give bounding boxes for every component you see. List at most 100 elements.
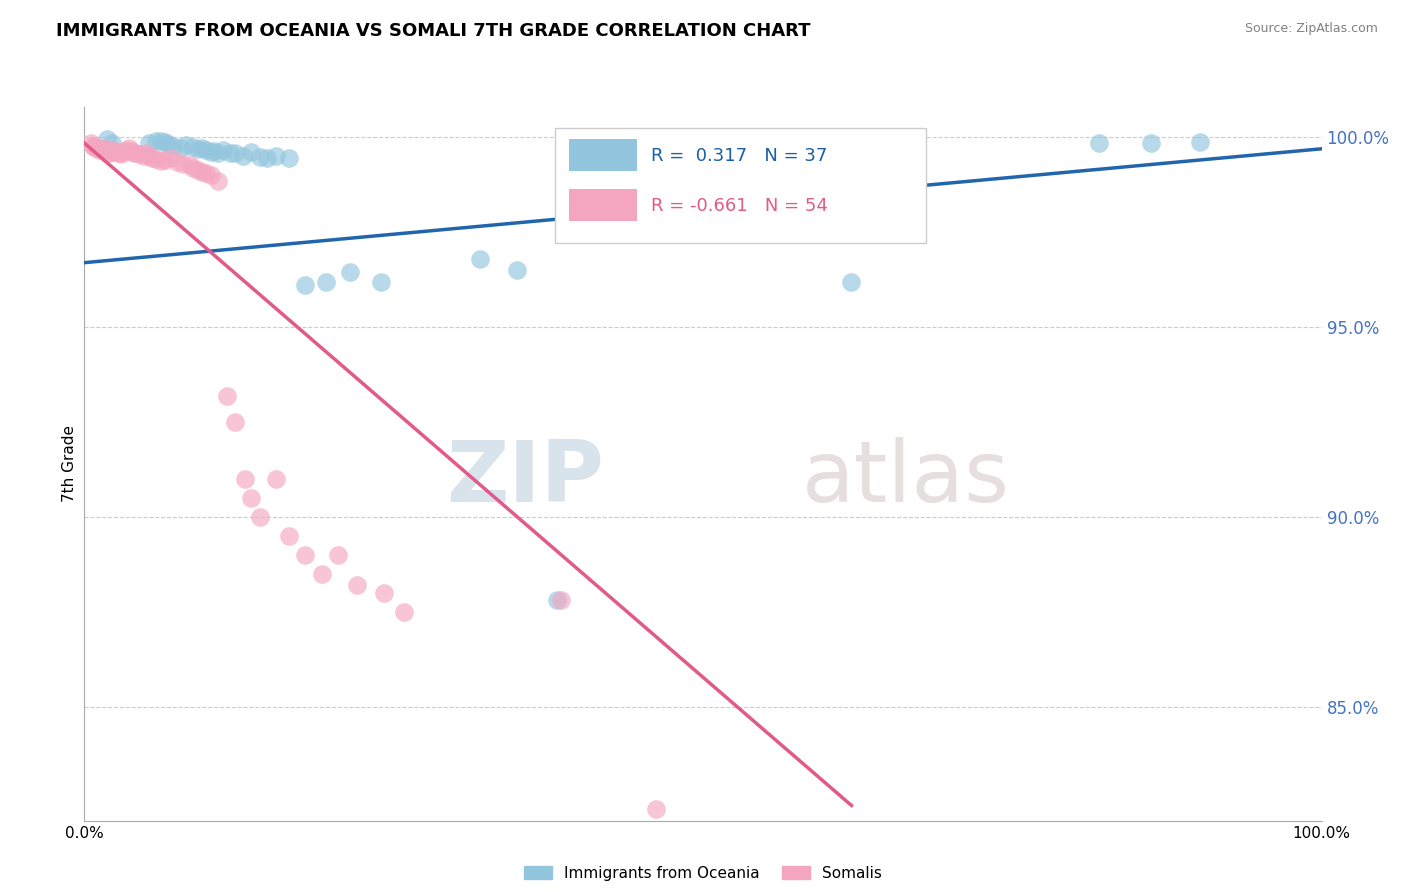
Point	[160, 151, 183, 165]
Point	[315, 275, 337, 289]
Point	[166, 155, 188, 169]
Point	[174, 138, 197, 153]
Point	[224, 415, 246, 429]
Point	[187, 162, 209, 177]
Point	[311, 566, 333, 581]
Point	[470, 252, 492, 266]
FancyBboxPatch shape	[554, 128, 925, 243]
Point	[115, 143, 138, 157]
Point	[129, 147, 152, 161]
Point	[370, 275, 392, 289]
Point	[170, 141, 193, 155]
Point	[181, 140, 204, 154]
Point	[240, 145, 263, 159]
Point	[219, 146, 242, 161]
Point	[91, 143, 114, 157]
Point	[150, 153, 173, 168]
Point	[98, 146, 121, 161]
Point	[96, 145, 118, 160]
Point	[179, 158, 201, 172]
Point	[141, 151, 163, 165]
Point	[86, 141, 108, 155]
Bar	[569, 189, 637, 221]
Point	[550, 593, 572, 607]
Point	[546, 593, 568, 607]
Point	[326, 548, 349, 562]
Point	[112, 145, 135, 159]
Point	[277, 529, 299, 543]
Point	[145, 134, 167, 148]
Point	[93, 141, 115, 155]
Point	[264, 149, 287, 163]
Point	[153, 153, 176, 168]
Point	[233, 472, 256, 486]
Point	[150, 134, 173, 148]
Point	[138, 149, 160, 163]
Point	[240, 491, 263, 505]
Point	[506, 263, 529, 277]
Point	[194, 143, 217, 157]
Point	[100, 143, 122, 157]
Point	[187, 142, 209, 156]
Point	[89, 143, 111, 157]
Point	[207, 145, 229, 160]
Point	[118, 141, 141, 155]
Point	[373, 586, 395, 600]
Point	[181, 161, 204, 175]
Legend: Immigrants from Oceania, Somalis: Immigrants from Oceania, Somalis	[524, 866, 882, 880]
Point	[1088, 136, 1111, 150]
Point	[339, 265, 361, 279]
Point	[110, 147, 132, 161]
Point	[100, 136, 122, 150]
Point	[202, 144, 225, 158]
Point	[294, 278, 316, 293]
Point	[122, 146, 145, 161]
Point	[194, 166, 217, 180]
Point	[841, 275, 863, 289]
Point	[104, 144, 127, 158]
Point	[162, 138, 184, 153]
Point	[200, 145, 222, 159]
Text: Source: ZipAtlas.com: Source: ZipAtlas.com	[1244, 22, 1378, 36]
Point	[108, 145, 131, 160]
Point	[232, 148, 254, 162]
Point	[191, 165, 214, 179]
Point	[172, 157, 194, 171]
Point	[79, 136, 101, 150]
Point	[138, 136, 160, 150]
Point	[83, 140, 105, 154]
Point	[103, 145, 125, 159]
Point	[153, 135, 176, 149]
Point	[224, 145, 246, 160]
Point	[125, 145, 148, 160]
Point	[392, 605, 415, 619]
Point	[135, 146, 157, 161]
Point	[264, 472, 287, 486]
Y-axis label: 7th Grade: 7th Grade	[62, 425, 77, 502]
Point	[249, 510, 271, 524]
Text: atlas: atlas	[801, 436, 1010, 520]
Point	[215, 388, 238, 402]
Point	[1140, 136, 1163, 150]
Point	[120, 144, 142, 158]
Bar	[569, 139, 637, 171]
Point	[212, 143, 235, 157]
Point	[645, 802, 668, 816]
Point	[191, 141, 214, 155]
Point	[207, 174, 229, 188]
Point	[157, 137, 180, 152]
Point	[90, 142, 112, 156]
Point	[256, 151, 278, 165]
Point	[96, 132, 118, 146]
Point	[82, 138, 104, 153]
Point	[145, 153, 167, 167]
Text: R =  0.317   N = 37: R = 0.317 N = 37	[651, 146, 827, 164]
Point	[200, 169, 222, 183]
Point	[1189, 135, 1212, 149]
Text: ZIP: ZIP	[446, 436, 605, 520]
Point	[346, 578, 368, 592]
Point	[294, 548, 316, 562]
Text: R = -0.661   N = 54: R = -0.661 N = 54	[651, 196, 828, 214]
Text: IMMIGRANTS FROM OCEANIA VS SOMALI 7TH GRADE CORRELATION CHART: IMMIGRANTS FROM OCEANIA VS SOMALI 7TH GR…	[56, 22, 811, 40]
Point	[249, 150, 271, 164]
